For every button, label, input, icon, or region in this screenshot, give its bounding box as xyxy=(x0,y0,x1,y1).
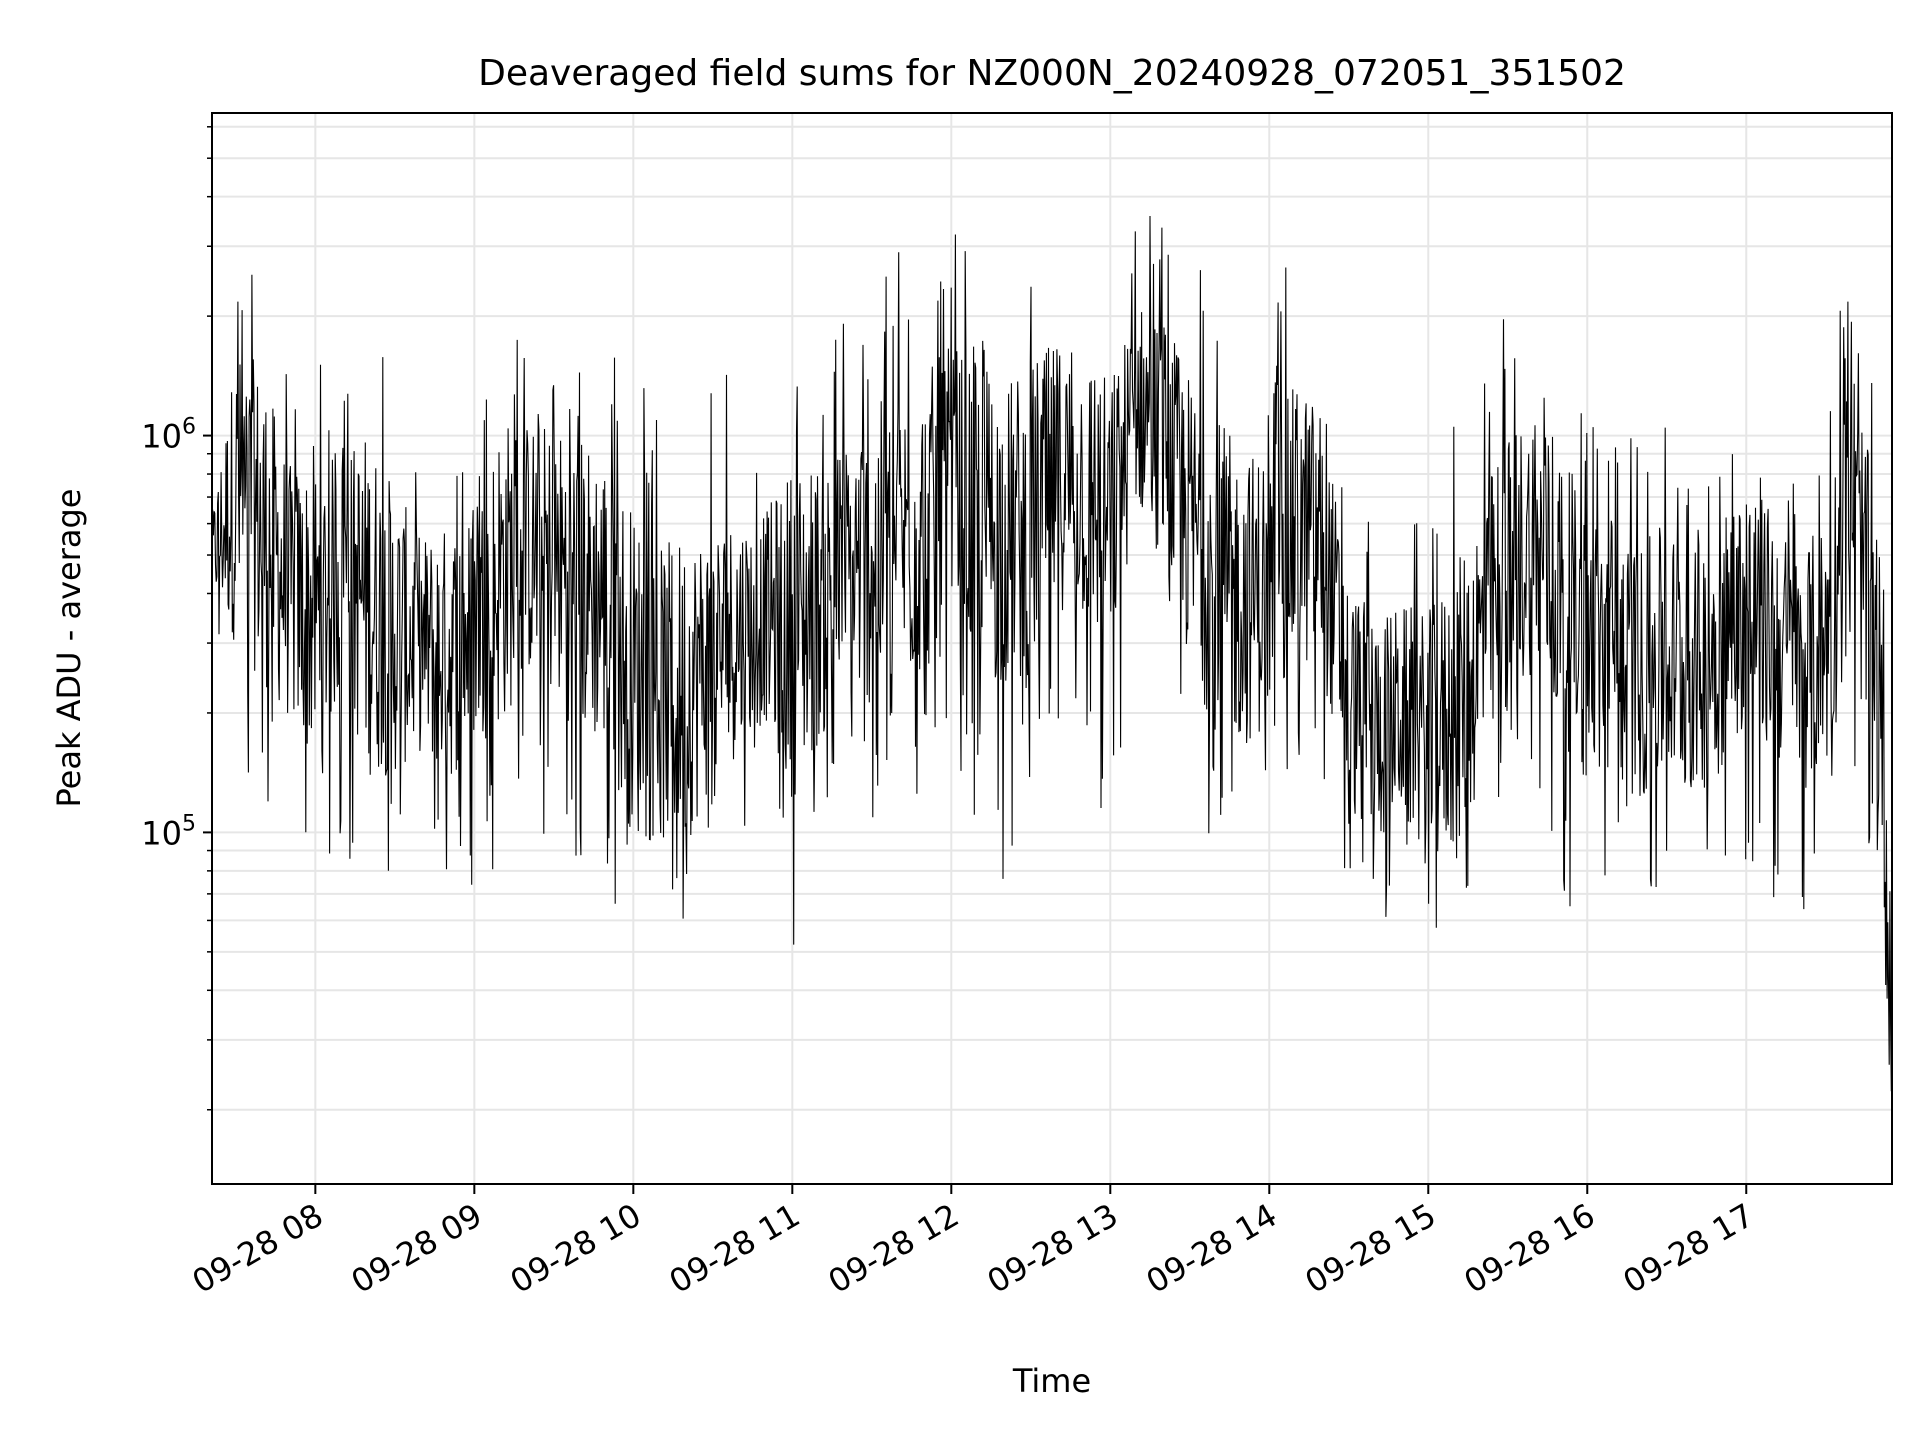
x-axis-label: Time xyxy=(1012,1362,1091,1400)
y-axis-label: Peak ADU - average xyxy=(50,489,88,808)
y-tick-label: 106 xyxy=(141,415,196,456)
data-series xyxy=(212,215,1892,1092)
series-line-0 xyxy=(212,215,1892,1092)
y-tick-label: 105 xyxy=(141,811,196,852)
chart-title: Deaveraged field sums for NZ000N_2024092… xyxy=(478,53,1626,94)
plot-frame xyxy=(211,112,1893,1185)
